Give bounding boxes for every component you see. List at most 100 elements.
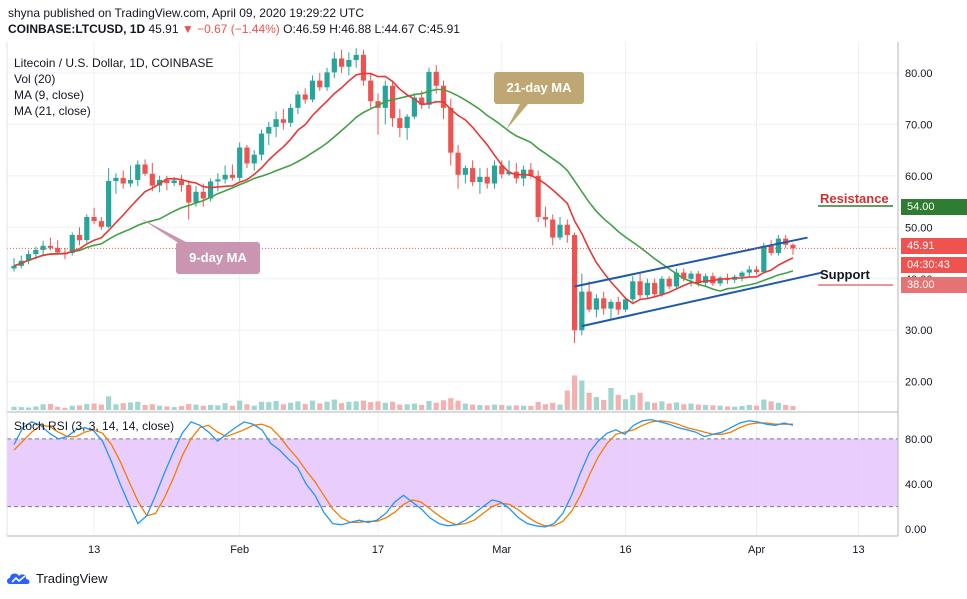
candle-body	[207, 181, 214, 199]
price-chart[interactable]: 80.00 70.00 60.00 50.00 40.00 30.00 20.00 80.00…	[0, 0, 967, 560]
candle-body	[164, 179, 170, 184]
candle-body	[768, 245, 774, 254]
volume-bar	[25, 407, 32, 410]
candle-body	[739, 272, 745, 277]
candle-body	[25, 254, 32, 261]
volume-bar	[761, 399, 767, 410]
volume-bar	[521, 405, 527, 410]
volume-bar	[673, 402, 680, 410]
candle-body	[47, 245, 53, 248]
symbol-name[interactable]: COINBASE:LTCUSD, 1D	[8, 22, 146, 36]
candle-body	[681, 272, 687, 279]
candle-body	[440, 85, 447, 108]
volume-bar	[222, 403, 228, 410]
volume-bar	[251, 405, 257, 410]
support-label: Support	[820, 267, 870, 282]
candle-body	[775, 238, 781, 254]
volume-bar	[157, 405, 163, 410]
volume-bar	[120, 403, 126, 410]
volume-bar	[324, 401, 330, 410]
candle-body	[397, 118, 403, 128]
support-price-tag: 38.00	[901, 277, 967, 293]
candle-body	[331, 58, 337, 73]
volume-bar	[746, 404, 752, 410]
candle-body	[630, 281, 636, 300]
ma9-legend: MA (9, close)	[14, 88, 85, 102]
candle-body	[258, 133, 265, 155]
candle-body	[673, 272, 680, 287]
candle-body	[637, 281, 643, 296]
candle-body	[106, 180, 112, 227]
volume-bar	[411, 403, 417, 410]
volume-bar	[375, 401, 381, 410]
candle-body	[419, 97, 425, 105]
volume-bar	[593, 397, 599, 410]
candle-body	[84, 216, 90, 241]
candle-body	[353, 54, 359, 61]
volume-bar	[753, 405, 760, 410]
candle-body	[149, 173, 155, 186]
volume-bar	[164, 406, 170, 410]
price-tick-label: 80.00	[905, 68, 933, 80]
resistance-price-tag: 54.00	[901, 199, 967, 215]
countdown-tag: 04:30:43	[901, 257, 967, 273]
volume-bar	[695, 404, 701, 410]
volume-bar	[55, 406, 61, 410]
candle-body	[244, 147, 250, 164]
volume-bar	[113, 404, 119, 410]
channel-upper-line	[574, 236, 808, 288]
candle-body	[557, 224, 563, 238]
volume-bar	[703, 404, 709, 410]
candle-body	[193, 191, 199, 203]
volume-bar	[346, 401, 352, 410]
volume-bar	[244, 404, 250, 410]
candle-body	[375, 101, 381, 108]
time-tick-label: 13	[852, 544, 864, 556]
candle-body	[710, 276, 716, 284]
candle-body	[186, 185, 192, 203]
tradingview-logo[interactable]: TradingView	[6, 570, 108, 586]
candle-body	[178, 180, 185, 186]
volume-bar	[404, 404, 410, 410]
candle-body	[346, 60, 352, 67]
candle-body	[171, 180, 177, 184]
ma21-line	[13, 88, 794, 292]
volume-bar	[389, 401, 396, 410]
volume-bar	[622, 399, 629, 410]
candle-body	[113, 177, 119, 181]
price-tick-label: 20.00	[905, 377, 933, 389]
candle-body	[69, 235, 75, 254]
candle-body	[455, 152, 461, 175]
ma9-line	[13, 72, 794, 305]
volume-bar	[477, 404, 483, 410]
time-tick-label: 13	[88, 544, 100, 556]
candle-body	[586, 291, 592, 310]
rsi-tick-label: 80.00	[905, 434, 933, 446]
volume-bar	[360, 400, 367, 410]
volume-bar	[630, 394, 636, 410]
volume-bar	[783, 404, 789, 410]
volume-bar	[688, 403, 694, 410]
down-arrow-icon: ▼	[181, 22, 194, 36]
rsi-band	[7, 438, 898, 507]
stoch-rsi-legend: Stoch RSI (3, 3, 14, 14, close)	[14, 419, 175, 433]
rsi-tick-label: 0.00	[905, 524, 926, 536]
candle-body	[470, 168, 476, 182]
volume-bar	[368, 402, 374, 410]
time-tick-label: 17	[372, 544, 384, 556]
volume-bar	[462, 403, 468, 410]
candle-body	[295, 94, 301, 108]
volume-bar	[135, 401, 141, 410]
candle-body	[448, 107, 454, 153]
volume-bar	[11, 406, 17, 410]
volume-bar	[710, 405, 716, 410]
candle-body	[622, 299, 629, 310]
volume-bar	[739, 406, 745, 410]
volume-bar	[644, 401, 650, 410]
volume-bar	[448, 398, 454, 410]
volume-bar	[331, 399, 337, 410]
volume-bar	[513, 405, 519, 410]
candle-body	[360, 54, 367, 81]
ohlc-values: O:46.59 H:46.88 L:44.67 C:45.91	[283, 22, 460, 36]
ma9-callout-pointer	[140, 218, 190, 244]
